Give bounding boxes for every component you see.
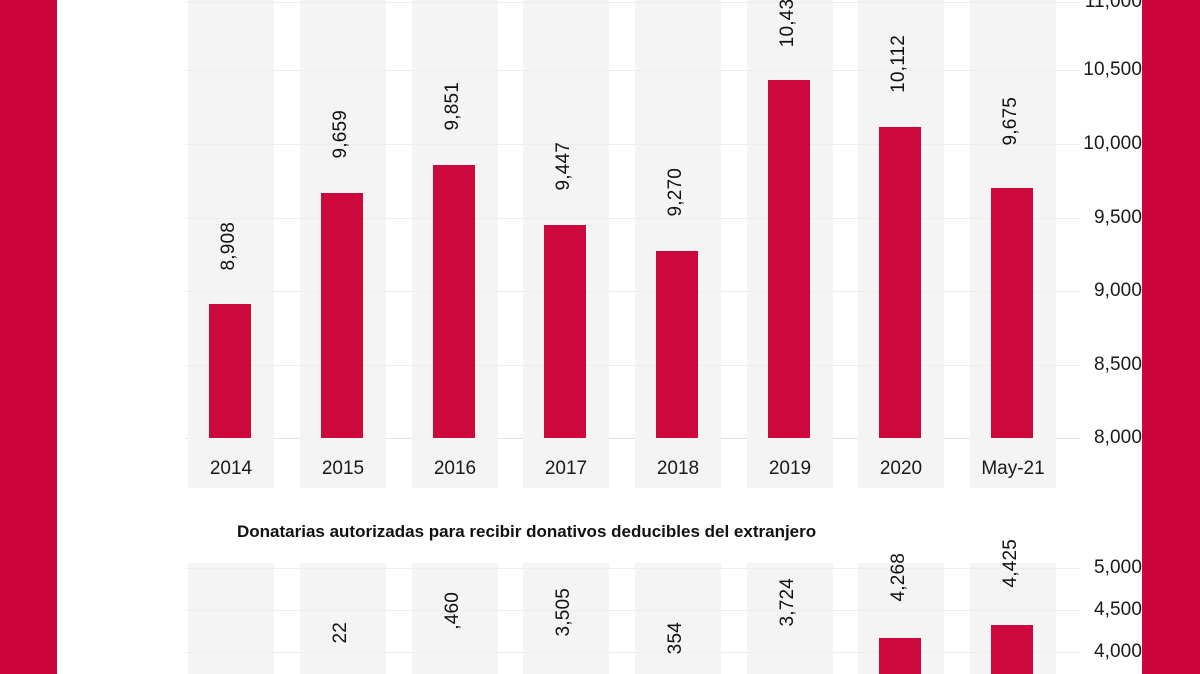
gridline (185, 568, 1080, 569)
gridline (185, 144, 1080, 145)
bar-value-label: 354 (665, 622, 686, 655)
bar-value-label: 3,724 (777, 578, 798, 627)
gridline (185, 218, 1080, 219)
category-band-footer (858, 438, 944, 488)
category-band (412, 563, 498, 674)
category-band (747, 563, 833, 674)
category-band-footer (412, 438, 498, 488)
content-area: 11,000 10,500 10,000 9,500 9,000 8,500 8… (57, 0, 1142, 674)
left-red-rail (0, 0, 57, 674)
bar-value-label: 10,432 (777, 0, 798, 48)
chart-2-title: Donatarias autorizadas para recibir dona… (237, 522, 817, 541)
bar-value-label: 3,505 (553, 588, 574, 637)
bar-value-label: 9,270 (665, 168, 686, 217)
bar-value-label: 22 (330, 622, 351, 644)
category-band (635, 563, 721, 674)
gridline (185, 2, 1080, 3)
plot-area-1: 8,908 9,659 9,851 9,447 9,270 10,432 10,… (185, 0, 1080, 439)
gridline (185, 365, 1080, 366)
y-tick-label: 4,500 (1093, 599, 1142, 620)
category-band (523, 563, 609, 674)
bar-2015[interactable] (321, 193, 363, 438)
x-tick-label-2020: 2020 (879, 458, 923, 479)
bar-value-label: 8,908 (218, 222, 239, 271)
category-band-footer (523, 438, 609, 488)
bar-value-label: 9,659 (330, 110, 351, 159)
category-band (300, 563, 386, 674)
bar-value-label: 9,447 (553, 142, 574, 191)
y-tick-label: 8,500 (1093, 354, 1142, 375)
bar-value-label: 10,112 (888, 35, 909, 93)
gridline (185, 291, 1080, 292)
right-red-rail (1142, 0, 1200, 674)
bar-value-label: 4,425 (1000, 539, 1021, 588)
bar-value-label: 9,851 (442, 82, 463, 131)
y-tick-label: 9,000 (1093, 280, 1142, 301)
y-tick-label: 10,500 (1083, 59, 1142, 80)
x-axis-line (185, 438, 1080, 439)
chart-donatarias-extranjero: Donatarias autorizadas para recibir dona… (57, 505, 1142, 674)
x-tick-label-2014: 2014 (209, 458, 253, 479)
y-tick-label: 11,000 (1084, 0, 1142, 12)
bar-2018[interactable] (656, 251, 698, 438)
x-tick-label-2015: 2015 (321, 458, 365, 479)
category-band (188, 563, 274, 674)
bar-value-label: 4,268 (888, 553, 909, 602)
bar-value-label: 9,675 (1000, 97, 1021, 146)
chart-donatarias-nacionales: 11,000 10,500 10,000 9,500 9,000 8,500 8… (57, 0, 1142, 500)
category-band-footer (747, 438, 833, 488)
gridline (185, 652, 1080, 653)
bar-may-21[interactable] (991, 188, 1033, 438)
x-tick-label-2017: 2017 (544, 458, 588, 479)
bar-2017[interactable] (544, 225, 586, 438)
plot-area-2: 22 ,460 3,505 354 3,724 4,268 4,425 (185, 539, 1080, 674)
category-band-footer (970, 438, 1056, 488)
bar-value-label: ,460 (442, 592, 463, 630)
bar-2020[interactable] (879, 127, 921, 438)
gridline (185, 70, 1080, 71)
y-tick-label: 8,000 (1093, 427, 1142, 448)
bar-2019[interactable] (768, 80, 810, 438)
x-tick-label-may-21: May-21 (981, 458, 1045, 479)
bar-2014[interactable] (209, 304, 251, 438)
category-band-footer (300, 438, 386, 488)
y-tick-label: 5,000 (1093, 557, 1142, 578)
bar-2020[interactable] (879, 638, 921, 674)
category-band-footer (635, 438, 721, 488)
x-tick-label-2019: 2019 (768, 458, 812, 479)
bar-may-21[interactable] (991, 625, 1033, 674)
category-bands (185, 563, 1080, 674)
y-tick-label: 9,500 (1093, 207, 1142, 228)
x-tick-label-2018: 2018 (656, 458, 700, 479)
category-bands (185, 0, 1080, 438)
category-band-footer (188, 438, 274, 488)
bar-2016[interactable] (433, 165, 475, 438)
gridline (185, 610, 1080, 611)
y-tick-label: 10,000 (1083, 133, 1142, 154)
x-tick-label-2016: 2016 (433, 458, 477, 479)
y-tick-label: 4,000 (1093, 641, 1142, 662)
